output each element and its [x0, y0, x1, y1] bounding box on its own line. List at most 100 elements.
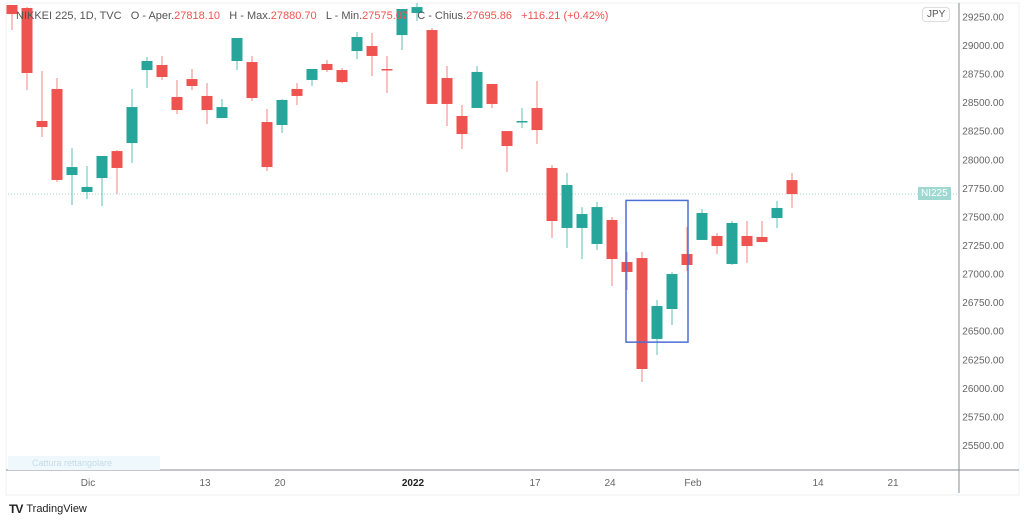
price-tick-label: 28000.00: [962, 155, 1004, 166]
candle[interactable]: [66, 147, 78, 205]
candle[interactable]: [246, 55, 258, 101]
candle-body: [711, 235, 723, 247]
candle[interactable]: [756, 221, 768, 243]
candle-body: [471, 71, 483, 108]
candle[interactable]: [771, 201, 783, 228]
candle-body: [141, 61, 153, 71]
candle-body: [171, 97, 183, 111]
time-axis[interactable]: Dic 13 20 2022 17 24 Feb 14 21: [81, 478, 899, 489]
candle-body: [516, 121, 528, 123]
candle[interactable]: [201, 83, 213, 124]
candle-body: [786, 180, 798, 195]
candle[interactable]: [276, 99, 288, 133]
candle[interactable]: [651, 299, 663, 355]
candle[interactable]: [726, 221, 738, 265]
candle[interactable]: [231, 38, 243, 71]
price-tick-label: 27750.00: [962, 184, 1004, 195]
candle-body: [771, 207, 783, 219]
candle-body: [636, 258, 648, 369]
annotation-rectangle[interactable]: [625, 199, 689, 343]
candle[interactable]: [126, 89, 138, 164]
candle[interactable]: [291, 83, 303, 105]
candle-body: [501, 131, 513, 147]
candle[interactable]: [306, 69, 318, 87]
candle[interactable]: [51, 78, 63, 183]
symbol-label[interactable]: NIKKEI 225, 1D, TVC: [16, 10, 122, 22]
candles: [6, 3, 798, 383]
chart-frame: [5, 2, 1020, 496]
candle[interactable]: [741, 221, 753, 263]
candle-body: [546, 167, 558, 221]
candle-body: [201, 95, 213, 111]
candle[interactable]: [21, 7, 33, 91]
candle[interactable]: [411, 3, 423, 21]
candle-body: [396, 9, 408, 36]
currency-badge[interactable]: JPY: [922, 7, 951, 22]
candle-body: [261, 122, 273, 168]
candle[interactable]: [261, 109, 273, 172]
time-tick-label: Feb: [684, 478, 702, 489]
candle[interactable]: [576, 207, 588, 260]
candle[interactable]: [171, 79, 183, 115]
candle[interactable]: [186, 69, 198, 91]
candle-body: [381, 69, 393, 71]
tradingview-logo[interactable]: TV TradingView: [9, 502, 87, 516]
tradingview-logo-icon: TV: [9, 502, 23, 516]
candle-body: [486, 83, 498, 104]
candle[interactable]: [516, 107, 528, 128]
candle-body: [651, 306, 663, 339]
candle[interactable]: [711, 233, 723, 255]
candle[interactable]: [501, 131, 513, 172]
candle[interactable]: [156, 55, 168, 80]
last-price-label: NI225: [918, 187, 951, 200]
candle[interactable]: [606, 217, 618, 287]
candle[interactable]: [786, 172, 798, 208]
candle[interactable]: [426, 27, 438, 104]
candle[interactable]: [636, 251, 648, 383]
candle[interactable]: [81, 166, 93, 200]
candle[interactable]: [441, 66, 453, 127]
candle-body: [606, 219, 618, 260]
candle-body: [666, 274, 678, 309]
candle[interactable]: [36, 71, 48, 137]
candle[interactable]: [351, 31, 363, 60]
candle-body: [741, 235, 753, 247]
candle[interactable]: [681, 226, 693, 271]
candle-body: [366, 46, 378, 56]
price-tick-label: 25500.00: [962, 441, 1004, 452]
candle[interactable]: [96, 155, 108, 207]
candle[interactable]: [471, 66, 483, 108]
time-tick-label: 2022: [402, 478, 425, 489]
price-tick-label: 29250.00: [962, 12, 1004, 23]
candle[interactable]: [321, 59, 333, 72]
close-label: C - Chius.: [417, 10, 467, 22]
price-tick-label: 26000.00: [962, 384, 1004, 395]
candle[interactable]: [456, 105, 468, 149]
time-tick-label: 13: [199, 478, 211, 489]
candle[interactable]: [141, 57, 153, 88]
candle[interactable]: [546, 165, 558, 239]
candle-body: [456, 115, 468, 135]
candle-body: [561, 185, 573, 228]
candle[interactable]: [696, 209, 708, 240]
candle[interactable]: [621, 251, 633, 291]
candle-body: [111, 151, 123, 168]
candle[interactable]: [336, 67, 348, 84]
candle[interactable]: [111, 150, 123, 195]
candle-body: [81, 186, 93, 192]
price-axis[interactable]: 25500.00 25750.00 26000.00 26250.00 26500.00…: [962, 12, 1004, 452]
candle[interactable]: [6, 5, 18, 31]
candle[interactable]: [561, 173, 573, 248]
rectangle-annotation[interactable]: [625, 199, 689, 343]
candle[interactable]: [216, 99, 228, 119]
candle[interactable]: [396, 9, 408, 51]
candle[interactable]: [666, 271, 678, 325]
candle[interactable]: [381, 55, 393, 93]
candle[interactable]: [531, 81, 543, 144]
candle-body: [726, 222, 738, 264]
candle[interactable]: [591, 202, 603, 251]
candle[interactable]: [486, 83, 498, 108]
candle[interactable]: [366, 33, 378, 76]
candle-body: [186, 79, 198, 87]
